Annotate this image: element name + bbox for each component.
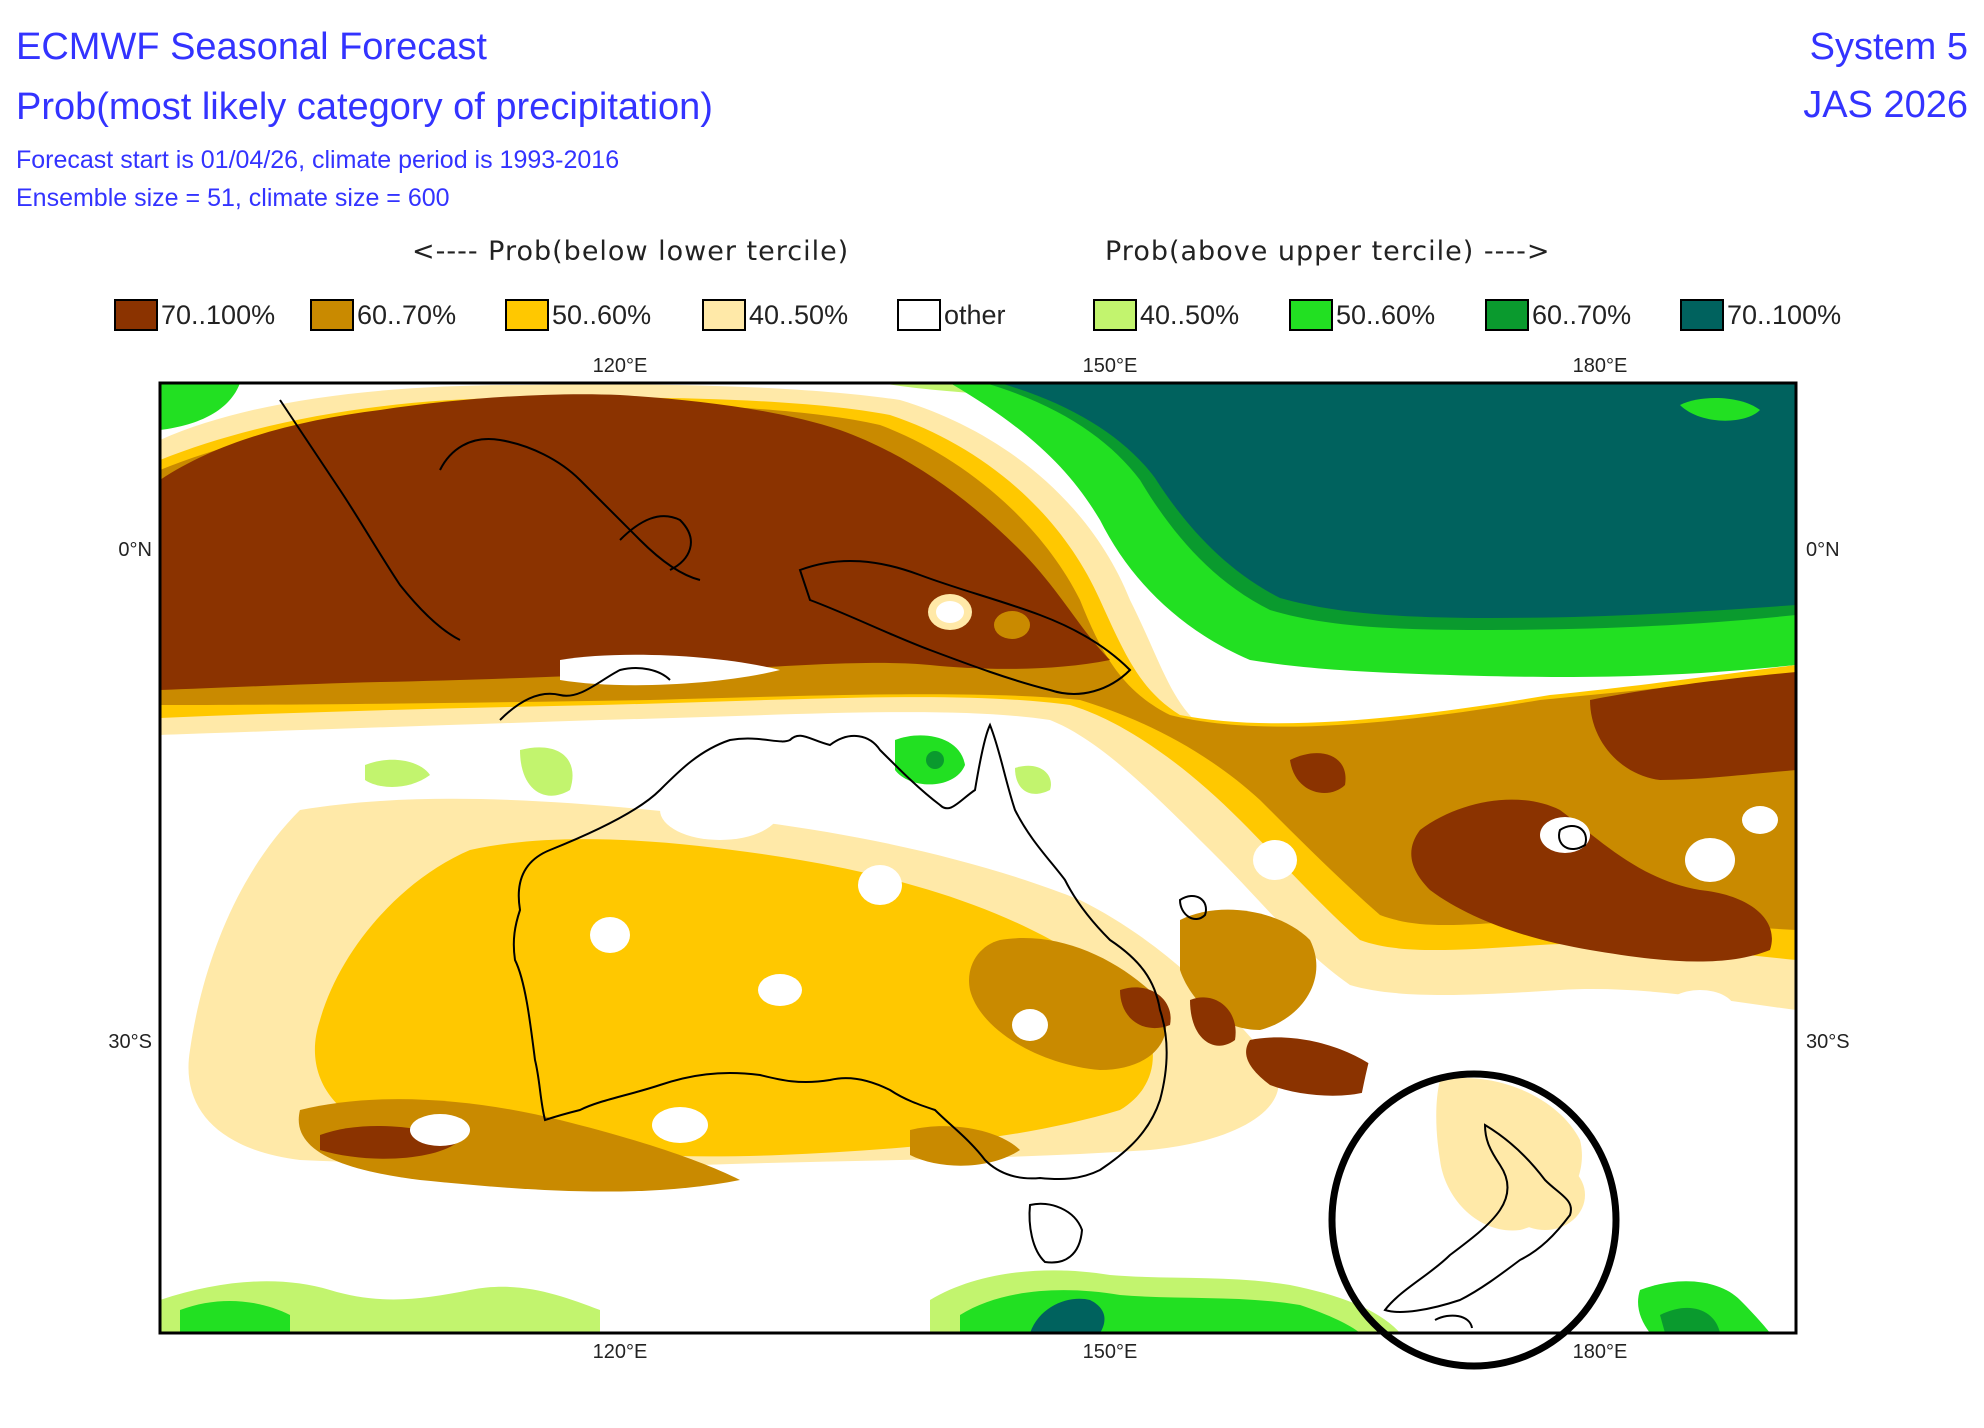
new-guinea-coastline <box>798 559 1132 695</box>
legend-swatch <box>505 299 549 331</box>
interior-white-spot <box>858 865 902 905</box>
lon-label-bottom-180e: 180°E <box>1573 1341 1628 1363</box>
legend-item-below-70-100: 70..100% <box>114 296 275 334</box>
stewart-island-coastline <box>1434 1314 1473 1329</box>
south-coast-amber <box>910 1126 1020 1166</box>
pacific-white-spot <box>1568 992 1612 1028</box>
tasman-brown-patch-2 <box>1246 1037 1390 1096</box>
legend-item-above-40-50: 40..50% <box>1093 296 1239 334</box>
lon-label-bottom-120e: 120°E <box>593 1341 648 1363</box>
southern-white-spot <box>652 1107 708 1143</box>
pacific-white-spot <box>1685 838 1735 882</box>
legend-label: 50..60% <box>552 299 652 330</box>
legend-label: 60..70% <box>357 299 457 330</box>
legend-label: 50..60% <box>1336 299 1436 330</box>
new-zealand-highlight-circle <box>1328 1070 1620 1370</box>
legend-item-above-60-70: 60..70% <box>1485 296 1631 334</box>
legend-label: 70..100% <box>1727 299 1842 330</box>
map-frame <box>158 381 1798 1335</box>
southern-amber-field <box>298 1099 740 1192</box>
pacific-teal-region <box>1000 383 1796 618</box>
map-title: ECMWF Seasonal Forecast <box>16 26 487 68</box>
forecast-start-text: Forecast start is 01/04/26, climate peri… <box>16 146 620 174</box>
band-white-gap <box>560 654 780 686</box>
interior-white-spot <box>758 974 802 1006</box>
above-tercile-direction-label: Prob(above upper tercile) ----> <box>1105 236 1551 267</box>
legend-label: 40..50% <box>1140 299 1240 330</box>
ensemble-size-text: Ensemble size = 51, climate size = 600 <box>16 184 450 212</box>
lat-label-left-0n: 0°N <box>118 539 152 561</box>
legend-label: 60..70% <box>1532 299 1632 330</box>
legend-label: 40..50% <box>749 299 849 330</box>
legend-item-below-40-50: 40..50% <box>702 296 848 334</box>
legend-label: 70..100% <box>161 299 276 330</box>
south-teal-spot <box>1030 1298 1105 1333</box>
sumatra-coastline <box>279 399 461 641</box>
below-tercile-direction-label: <---- Prob(below lower tercile) <box>412 236 850 267</box>
coral-sea-white-spot <box>1253 840 1297 880</box>
above-60-70-spot <box>926 751 944 769</box>
lat-label-right-0n: 0°N <box>1806 539 1840 561</box>
above-40-50-patch <box>365 759 430 787</box>
teal-green-spot <box>1680 398 1760 421</box>
precipitation-probability-field <box>160 383 1796 1333</box>
australia-yellow-field <box>314 839 1153 1157</box>
southern-white-spot <box>410 1114 470 1146</box>
indonesia-coastline <box>499 667 671 721</box>
legend-swatch <box>1289 299 1333 331</box>
above-40-50-patch <box>520 747 573 796</box>
legend-swatch <box>897 299 941 331</box>
lat-label-left-30s: 30°S <box>108 1031 152 1053</box>
southwest-pacific-brown-patch <box>1411 799 1772 962</box>
lat-label-right-30s: 30°S <box>1806 1031 1850 1053</box>
legend-label: other <box>944 299 1006 330</box>
new-caledonia-coastline <box>1178 895 1207 920</box>
nw-green-patch <box>160 383 240 430</box>
legend-swatch <box>310 299 354 331</box>
interior-white-spot <box>1012 1009 1048 1041</box>
tasman-brown-spot <box>1190 997 1236 1046</box>
lon-label-top-180e: 180°E <box>1573 355 1628 377</box>
lon-label-top-120e: 120°E <box>593 355 648 377</box>
legend-swatch <box>114 299 158 331</box>
legend-swatch <box>1485 299 1529 331</box>
legend-item-other: other <box>897 296 1006 334</box>
southeast-darkgreen-spot <box>1660 1307 1720 1333</box>
legend-swatch <box>702 299 746 331</box>
sulawesi-coastline <box>619 515 692 571</box>
coral-sea-brown-spot <box>1290 753 1346 793</box>
below-tercile-70-100-band <box>160 394 1110 690</box>
coastlines <box>279 399 1587 1329</box>
south-green-spot <box>180 1300 290 1333</box>
legend-item-below-60-70: 60..70% <box>310 296 456 334</box>
interior-white-patch <box>660 780 780 840</box>
legend-item-above-70-100: 70..100% <box>1680 296 1841 334</box>
pacific-white-spot <box>1742 806 1778 834</box>
lon-label-top-150e: 150°E <box>1083 355 1138 377</box>
australia-coastline <box>512 722 1168 1180</box>
band-hole-amber <box>994 611 1030 639</box>
fiji-coastline <box>1558 825 1587 850</box>
band-hole-inner <box>936 601 964 623</box>
system-label: System 5 <box>1809 26 1968 68</box>
east-pacific-brown-patch <box>1590 672 1796 780</box>
legend-swatch <box>1680 299 1724 331</box>
above-40-50-patch <box>1015 765 1051 794</box>
map-subtitle: Prob(most likely category of precipitati… <box>16 86 713 128</box>
lon-label-bottom-150e: 150°E <box>1083 1341 1138 1363</box>
interior-white-spot <box>590 917 630 953</box>
legend-item-below-50-60: 50..60% <box>505 296 651 334</box>
nz-east-light-field <box>1505 1160 1585 1230</box>
borneo-coastline <box>439 438 701 581</box>
season-label: JAS 2026 <box>1803 84 1968 126</box>
legend-item-above-50-60: 50..60% <box>1289 296 1435 334</box>
pacific-white-spot <box>1665 990 1735 1030</box>
tasmania-coastline <box>1028 1202 1084 1264</box>
new-zealand-coastline <box>1383 1123 1572 1313</box>
legend-swatch <box>1093 299 1137 331</box>
